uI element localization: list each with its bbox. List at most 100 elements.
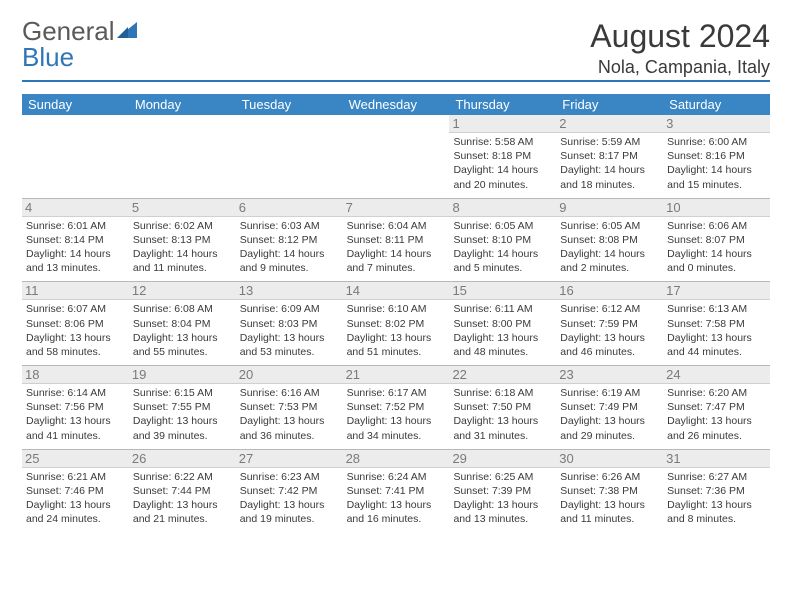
sunrise-text: Sunrise: 6:14 AM xyxy=(26,386,125,400)
sunset-text: Sunset: 7:38 PM xyxy=(560,484,659,498)
daylight-text: Daylight: 14 hours and 9 minutes. xyxy=(240,247,339,275)
day-number: 22 xyxy=(449,366,556,384)
sunrise-text: Sunrise: 6:26 AM xyxy=(560,470,659,484)
day-cell: 3Sunrise: 6:00 AMSunset: 8:16 PMDaylight… xyxy=(663,115,770,198)
daylight-text: Daylight: 13 hours and 16 minutes. xyxy=(347,498,446,526)
sunrise-text: Sunrise: 6:23 AM xyxy=(240,470,339,484)
daylight-text: Daylight: 13 hours and 41 minutes. xyxy=(26,414,125,442)
sunset-text: Sunset: 7:47 PM xyxy=(667,400,766,414)
day-number: 18 xyxy=(22,366,129,384)
empty-cell: . xyxy=(22,115,129,198)
day-info: Sunrise: 6:03 AMSunset: 8:12 PMDaylight:… xyxy=(240,219,339,276)
daylight-text: Daylight: 13 hours and 8 minutes. xyxy=(667,498,766,526)
day-cell: 18 Sunrise: 6:14 AMSunset: 7:56 PMDayligh… xyxy=(22,365,129,449)
day-info: Sunrise: 6:20 AMSunset: 7:47 PMDaylight:… xyxy=(667,386,766,443)
daylight-text: Daylight: 13 hours and 31 minutes. xyxy=(453,414,552,442)
sunset-text: Sunset: 7:36 PM xyxy=(667,484,766,498)
day-cell: 10Sunrise: 6:06 AMSunset: 8:07 PMDayligh… xyxy=(663,198,770,282)
daylight-text: Daylight: 14 hours and 13 minutes. xyxy=(26,247,125,275)
sunrise-text: Sunrise: 6:05 AM xyxy=(560,219,659,233)
day-cell: 30 Sunrise: 6:26 AMSunset: 7:38 PMDayligh… xyxy=(556,449,663,533)
day-info: Sunrise: 6:15 AMSunset: 7:55 PMDaylight:… xyxy=(133,386,232,443)
sunset-text: Sunset: 7:55 PM xyxy=(133,400,232,414)
day-cell: 24Sunrise: 6:20 AMSunset: 7:47 PMDayligh… xyxy=(663,365,770,449)
title-block: August 2024 Nola, Campania, Italy xyxy=(590,18,770,78)
day-header: Sunday xyxy=(22,94,129,115)
day-number: 29 xyxy=(449,450,556,468)
header: General Blue August 2024 Nola, Campania,… xyxy=(22,18,770,78)
sunrise-text: Sunrise: 6:12 AM xyxy=(560,302,659,316)
day-number: 14 xyxy=(343,282,450,300)
header-divider xyxy=(22,80,770,82)
day-number: 7 xyxy=(343,199,450,217)
day-info: Sunrise: 6:05 AMSunset: 8:08 PMDaylight:… xyxy=(560,219,659,276)
daylight-text: Daylight: 13 hours and 51 minutes. xyxy=(347,331,446,359)
sunset-text: Sunset: 7:58 PM xyxy=(667,317,766,331)
day-cell: 12 Sunrise: 6:08 AMSunset: 8:04 PMDayligh… xyxy=(129,281,236,365)
day-info: Sunrise: 6:05 AMSunset: 8:10 PMDaylight:… xyxy=(453,219,552,276)
sunrise-text: Sunrise: 6:08 AM xyxy=(133,302,232,316)
day-number: 23 xyxy=(556,366,663,384)
sunset-text: Sunset: 8:07 PM xyxy=(667,233,766,247)
day-number: 12 xyxy=(129,282,236,300)
day-number: 31 xyxy=(663,450,770,468)
day-info: Sunrise: 6:06 AMSunset: 8:07 PMDaylight:… xyxy=(667,219,766,276)
day-info: Sunrise: 6:24 AMSunset: 7:41 PMDaylight:… xyxy=(347,470,446,527)
day-info: Sunrise: 6:07 AMSunset: 8:06 PMDaylight:… xyxy=(26,302,125,359)
day-info: Sunrise: 6:14 AMSunset: 7:56 PMDaylight:… xyxy=(26,386,125,443)
day-number: 30 xyxy=(556,450,663,468)
day-info: Sunrise: 6:11 AMSunset: 8:00 PMDaylight:… xyxy=(453,302,552,359)
day-info: Sunrise: 6:23 AMSunset: 7:42 PMDaylight:… xyxy=(240,470,339,527)
day-cell: 20 Sunrise: 6:16 AMSunset: 7:53 PMDayligh… xyxy=(236,365,343,449)
daylight-text: Daylight: 13 hours and 39 minutes. xyxy=(133,414,232,442)
day-info: Sunrise: 6:22 AMSunset: 7:44 PMDaylight:… xyxy=(133,470,232,527)
day-info: Sunrise: 6:04 AMSunset: 8:11 PMDaylight:… xyxy=(347,219,446,276)
day-number: 25 xyxy=(22,450,129,468)
sunset-text: Sunset: 8:00 PM xyxy=(453,317,552,331)
daylight-text: Daylight: 13 hours and 24 minutes. xyxy=(26,498,125,526)
sunset-text: Sunset: 7:49 PM xyxy=(560,400,659,414)
daylight-text: Daylight: 13 hours and 48 minutes. xyxy=(453,331,552,359)
sunrise-text: Sunrise: 6:01 AM xyxy=(26,219,125,233)
day-info: Sunrise: 6:13 AMSunset: 7:58 PMDaylight:… xyxy=(667,302,766,359)
daylight-text: Daylight: 13 hours and 44 minutes. xyxy=(667,331,766,359)
sunrise-text: Sunrise: 6:17 AM xyxy=(347,386,446,400)
day-info: Sunrise: 6:16 AMSunset: 7:53 PMDaylight:… xyxy=(240,386,339,443)
day-info: Sunrise: 6:18 AMSunset: 7:50 PMDaylight:… xyxy=(453,386,552,443)
day-cell: 28Sunrise: 6:24 AMSunset: 7:41 PMDayligh… xyxy=(343,449,450,533)
daylight-text: Daylight: 13 hours and 21 minutes. xyxy=(133,498,232,526)
day-cell: 21Sunrise: 6:17 AMSunset: 7:52 PMDayligh… xyxy=(343,365,450,449)
day-number: 9 xyxy=(556,199,663,217)
day-info: Sunrise: 6:08 AMSunset: 8:04 PMDaylight:… xyxy=(133,302,232,359)
day-number: 21 xyxy=(343,366,450,384)
sunrise-text: Sunrise: 6:27 AM xyxy=(667,470,766,484)
day-cell: 1Sunrise: 5:58 AMSunset: 8:18 PMDaylight… xyxy=(449,115,556,198)
sunset-text: Sunset: 7:56 PM xyxy=(26,400,125,414)
daylight-text: Daylight: 13 hours and 11 minutes. xyxy=(560,498,659,526)
sunrise-text: Sunrise: 6:04 AM xyxy=(347,219,446,233)
day-cell: 7 Sunrise: 6:04 AMSunset: 8:11 PMDaylight… xyxy=(343,198,450,282)
day-number: 15 xyxy=(449,282,556,300)
sunset-text: Sunset: 7:39 PM xyxy=(453,484,552,498)
daylight-text: Daylight: 13 hours and 58 minutes. xyxy=(26,331,125,359)
daylight-text: Daylight: 14 hours and 18 minutes. xyxy=(560,163,659,191)
day-info: Sunrise: 6:19 AMSunset: 7:49 PMDaylight:… xyxy=(560,386,659,443)
sunset-text: Sunset: 7:59 PM xyxy=(560,317,659,331)
day-cell: 22 Sunrise: 6:18 AMSunset: 7:50 PMDayligh… xyxy=(449,365,556,449)
sunrise-text: Sunrise: 6:11 AM xyxy=(453,302,552,316)
weeks-container: ....1Sunrise: 5:58 AMSunset: 8:18 PMDayl… xyxy=(22,115,770,532)
daylight-text: Daylight: 13 hours and 36 minutes. xyxy=(240,414,339,442)
day-number: 11 xyxy=(22,282,129,300)
day-number: 2 xyxy=(556,115,663,133)
day-number: 20 xyxy=(236,366,343,384)
day-info: Sunrise: 6:27 AMSunset: 7:36 PMDaylight:… xyxy=(667,470,766,527)
day-number: 26 xyxy=(129,450,236,468)
week-row: 11 Sunrise: 6:07 AMSunset: 8:06 PMDayligh… xyxy=(22,281,770,365)
day-number: 8 xyxy=(449,199,556,217)
daylight-text: Daylight: 14 hours and 5 minutes. xyxy=(453,247,552,275)
daylight-text: Daylight: 14 hours and 15 minutes. xyxy=(667,163,766,191)
sunrise-text: Sunrise: 6:18 AM xyxy=(453,386,552,400)
day-cell: 14Sunrise: 6:10 AMSunset: 8:02 PMDayligh… xyxy=(343,281,450,365)
daylight-text: Daylight: 13 hours and 29 minutes. xyxy=(560,414,659,442)
location: Nola, Campania, Italy xyxy=(590,57,770,78)
